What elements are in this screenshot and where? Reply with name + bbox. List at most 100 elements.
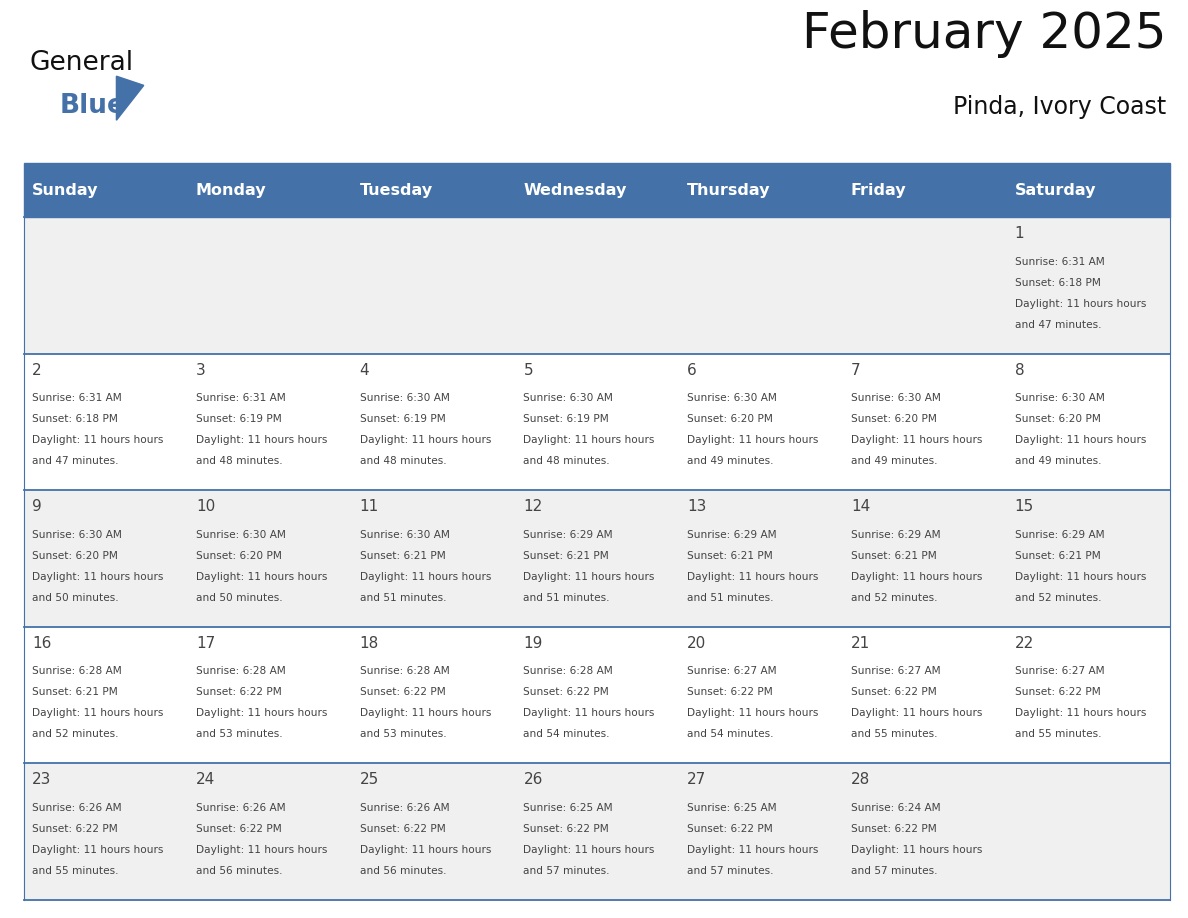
Text: 13: 13 <box>687 499 707 514</box>
Text: Wednesday: Wednesday <box>524 183 627 197</box>
Text: Daylight: 11 hours hours: Daylight: 11 hours hours <box>1015 435 1146 445</box>
Text: Daylight: 11 hours hours: Daylight: 11 hours hours <box>32 845 164 855</box>
Text: and 56 minutes.: and 56 minutes. <box>360 866 447 876</box>
Text: Sunrise: 6:29 AM: Sunrise: 6:29 AM <box>1015 530 1105 540</box>
Bar <box>24 163 1170 218</box>
Text: Sunrise: 6:30 AM: Sunrise: 6:30 AM <box>1015 393 1105 403</box>
Text: 21: 21 <box>851 636 870 651</box>
Text: Daylight: 11 hours hours: Daylight: 11 hours hours <box>524 845 655 855</box>
Text: and 47 minutes.: and 47 minutes. <box>32 456 119 466</box>
Polygon shape <box>116 76 144 120</box>
Text: and 51 minutes.: and 51 minutes. <box>687 593 773 603</box>
Text: Daylight: 11 hours hours: Daylight: 11 hours hours <box>687 435 819 445</box>
Text: Daylight: 11 hours hours: Daylight: 11 hours hours <box>1015 299 1146 308</box>
Text: and 48 minutes.: and 48 minutes. <box>524 456 609 466</box>
Text: Daylight: 11 hours hours: Daylight: 11 hours hours <box>1015 709 1146 719</box>
Text: Daylight: 11 hours hours: Daylight: 11 hours hours <box>196 845 327 855</box>
Bar <box>24 353 1170 490</box>
Text: Sunset: 6:22 PM: Sunset: 6:22 PM <box>687 823 773 834</box>
Text: Sunrise: 6:28 AM: Sunrise: 6:28 AM <box>524 666 613 677</box>
Text: Sunset: 6:20 PM: Sunset: 6:20 PM <box>32 551 118 561</box>
Text: Sunrise: 6:28 AM: Sunrise: 6:28 AM <box>360 666 449 677</box>
Text: 12: 12 <box>524 499 543 514</box>
Text: Sunrise: 6:26 AM: Sunrise: 6:26 AM <box>196 802 285 812</box>
Text: Sunrise: 6:29 AM: Sunrise: 6:29 AM <box>687 530 777 540</box>
Text: Sunrise: 6:29 AM: Sunrise: 6:29 AM <box>851 530 941 540</box>
Text: Thursday: Thursday <box>687 183 771 197</box>
Text: Sunset: 6:20 PM: Sunset: 6:20 PM <box>196 551 282 561</box>
Text: and 48 minutes.: and 48 minutes. <box>360 456 447 466</box>
Text: Sunset: 6:21 PM: Sunset: 6:21 PM <box>524 551 609 561</box>
Text: 19: 19 <box>524 636 543 651</box>
Text: Tuesday: Tuesday <box>360 183 432 197</box>
Text: Daylight: 11 hours hours: Daylight: 11 hours hours <box>851 709 982 719</box>
Text: Sunrise: 6:30 AM: Sunrise: 6:30 AM <box>196 530 286 540</box>
Text: 27: 27 <box>687 772 707 788</box>
Text: 15: 15 <box>1015 499 1034 514</box>
Text: Daylight: 11 hours hours: Daylight: 11 hours hours <box>1015 572 1146 582</box>
Text: Sunrise: 6:26 AM: Sunrise: 6:26 AM <box>32 802 121 812</box>
Text: Sunset: 6:18 PM: Sunset: 6:18 PM <box>1015 278 1100 287</box>
Text: 8: 8 <box>1015 363 1024 378</box>
Text: Daylight: 11 hours hours: Daylight: 11 hours hours <box>851 435 982 445</box>
Text: Sunrise: 6:30 AM: Sunrise: 6:30 AM <box>524 393 613 403</box>
Text: and 53 minutes.: and 53 minutes. <box>196 730 283 740</box>
Text: Daylight: 11 hours hours: Daylight: 11 hours hours <box>687 845 819 855</box>
Text: 7: 7 <box>851 363 860 378</box>
Text: 26: 26 <box>524 772 543 788</box>
Text: Sunrise: 6:26 AM: Sunrise: 6:26 AM <box>360 802 449 812</box>
Text: and 57 minutes.: and 57 minutes. <box>687 866 773 876</box>
Text: Sunset: 6:18 PM: Sunset: 6:18 PM <box>32 414 118 424</box>
Text: General: General <box>30 50 134 76</box>
Text: Sunrise: 6:29 AM: Sunrise: 6:29 AM <box>524 530 613 540</box>
Text: and 49 minutes.: and 49 minutes. <box>1015 456 1101 466</box>
Text: 2: 2 <box>32 363 42 378</box>
Text: Daylight: 11 hours hours: Daylight: 11 hours hours <box>851 845 982 855</box>
Text: Sunset: 6:22 PM: Sunset: 6:22 PM <box>851 688 936 698</box>
Text: Sunday: Sunday <box>32 183 99 197</box>
Text: and 55 minutes.: and 55 minutes. <box>851 730 937 740</box>
Text: Sunset: 6:22 PM: Sunset: 6:22 PM <box>196 688 282 698</box>
Text: and 54 minutes.: and 54 minutes. <box>524 730 609 740</box>
Text: Sunrise: 6:31 AM: Sunrise: 6:31 AM <box>32 393 122 403</box>
Text: Sunset: 6:22 PM: Sunset: 6:22 PM <box>524 823 609 834</box>
Text: Sunrise: 6:30 AM: Sunrise: 6:30 AM <box>851 393 941 403</box>
Text: 14: 14 <box>851 499 870 514</box>
Text: Monday: Monday <box>196 183 266 197</box>
Text: and 51 minutes.: and 51 minutes. <box>524 593 609 603</box>
Text: Sunrise: 6:27 AM: Sunrise: 6:27 AM <box>1015 666 1105 677</box>
Text: and 55 minutes.: and 55 minutes. <box>32 866 119 876</box>
Text: 3: 3 <box>196 363 206 378</box>
Text: Sunset: 6:22 PM: Sunset: 6:22 PM <box>524 688 609 698</box>
Text: Sunset: 6:21 PM: Sunset: 6:21 PM <box>32 688 118 698</box>
Text: 6: 6 <box>687 363 697 378</box>
Text: 1: 1 <box>1015 227 1024 241</box>
Text: 16: 16 <box>32 636 51 651</box>
Bar <box>24 490 1170 627</box>
Text: Daylight: 11 hours hours: Daylight: 11 hours hours <box>687 572 819 582</box>
Text: and 50 minutes.: and 50 minutes. <box>32 593 119 603</box>
Bar <box>24 627 1170 763</box>
Text: Sunrise: 6:25 AM: Sunrise: 6:25 AM <box>524 802 613 812</box>
Text: and 49 minutes.: and 49 minutes. <box>687 456 773 466</box>
Text: Sunset: 6:19 PM: Sunset: 6:19 PM <box>524 414 609 424</box>
Text: Daylight: 11 hours hours: Daylight: 11 hours hours <box>687 709 819 719</box>
Text: Sunrise: 6:24 AM: Sunrise: 6:24 AM <box>851 802 941 812</box>
Bar <box>24 763 1170 900</box>
Text: Sunset: 6:20 PM: Sunset: 6:20 PM <box>851 414 937 424</box>
Text: Sunrise: 6:30 AM: Sunrise: 6:30 AM <box>32 530 122 540</box>
Text: Daylight: 11 hours hours: Daylight: 11 hours hours <box>524 709 655 719</box>
Text: 17: 17 <box>196 636 215 651</box>
Text: February 2025: February 2025 <box>802 10 1167 58</box>
Text: 4: 4 <box>360 363 369 378</box>
Text: Daylight: 11 hours hours: Daylight: 11 hours hours <box>360 709 491 719</box>
Text: Sunset: 6:19 PM: Sunset: 6:19 PM <box>196 414 282 424</box>
Text: and 57 minutes.: and 57 minutes. <box>524 866 609 876</box>
Text: Sunrise: 6:30 AM: Sunrise: 6:30 AM <box>687 393 777 403</box>
Text: Daylight: 11 hours hours: Daylight: 11 hours hours <box>196 435 327 445</box>
Text: and 52 minutes.: and 52 minutes. <box>851 593 937 603</box>
Text: Sunrise: 6:28 AM: Sunrise: 6:28 AM <box>32 666 122 677</box>
Text: Sunrise: 6:30 AM: Sunrise: 6:30 AM <box>360 530 449 540</box>
Text: and 55 minutes.: and 55 minutes. <box>1015 730 1101 740</box>
Text: 28: 28 <box>851 772 870 788</box>
